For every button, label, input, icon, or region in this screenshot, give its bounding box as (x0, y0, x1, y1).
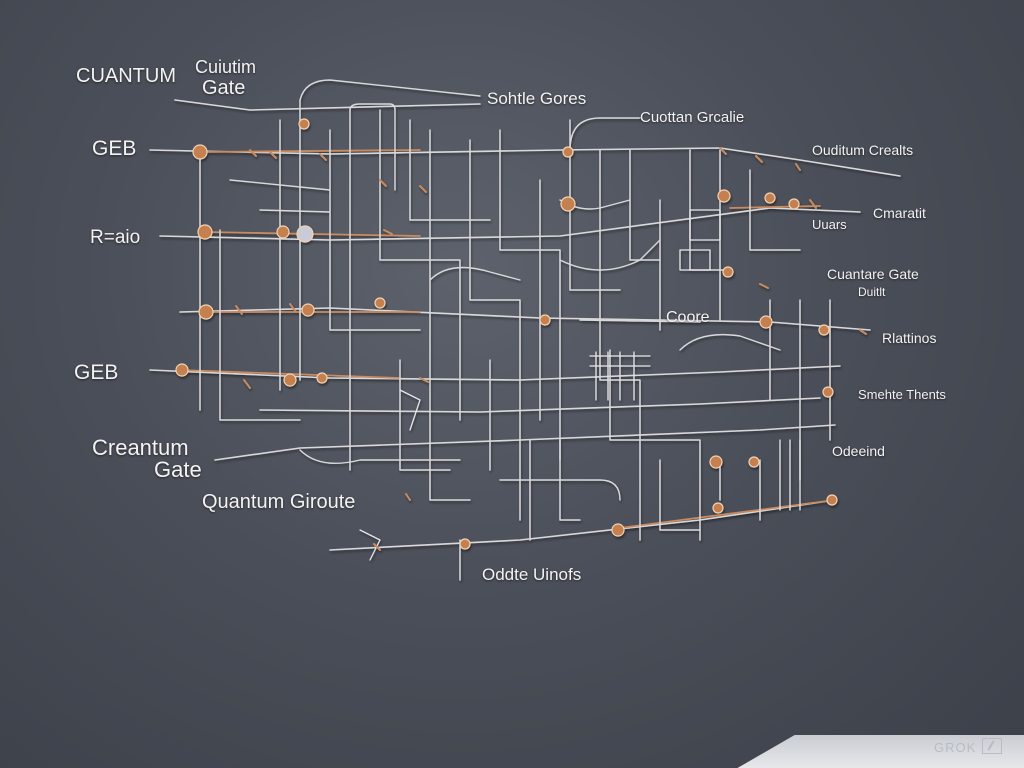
label-quantum: CUANTUM (76, 65, 176, 87)
watermark-logo-icon (982, 738, 1003, 754)
watermark-text: GROK (934, 740, 977, 755)
label-creantum: Creantum (92, 435, 189, 460)
label-coore: Coore (666, 309, 710, 326)
label-rlattinos: Rlattinos (882, 330, 937, 346)
label-sohtle-gores: Sohtle Gores (487, 89, 587, 108)
label-uuars: Uuars (812, 217, 847, 232)
label-geb-2: GEB (74, 361, 119, 384)
gate-nodes (175, 118, 838, 550)
label-cuiutim: Cuiutim (195, 57, 257, 77)
label-quantum-giroute: Quantum Giroute (202, 491, 356, 513)
watermark: GROK (934, 738, 1003, 755)
label-cmaratit: Cmaratit (873, 205, 926, 221)
tick-marks (235, 147, 867, 551)
label-duitlt: Duitlt (858, 285, 886, 299)
label-geb-1: GEB (92, 137, 137, 160)
label-smehte-thents: Smehte Thents (858, 387, 946, 402)
label-odeeind: Odeeind (832, 443, 885, 459)
label-r-ratio: R=aio (90, 227, 141, 248)
label-oddte-uinofs: Oddte Uinofs (482, 565, 582, 584)
label-cuantare-gate: Cuantare Gate (827, 266, 919, 282)
label-ouditum-crealts: Ouditum Crealts (812, 142, 914, 158)
label-gate-left: Gate (154, 457, 202, 482)
label-gate-top: Gate (202, 77, 246, 99)
qubit-lines (149, 99, 901, 551)
label-cuottan-grcalie: Cuottan Grcalie (640, 109, 745, 126)
copper-traces (179, 149, 836, 529)
loop-wires (229, 79, 781, 501)
bracket-wires (359, 209, 801, 561)
